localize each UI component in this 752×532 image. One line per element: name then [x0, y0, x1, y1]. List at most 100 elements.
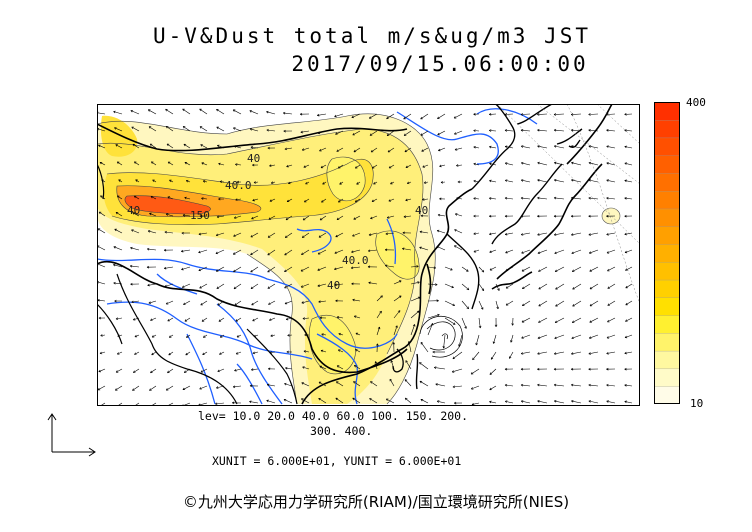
wind-vector [454, 130, 463, 135]
wind-vector-head [115, 370, 119, 373]
wind-vector-head [370, 216, 373, 220]
wind-vector-head [303, 350, 306, 353]
wind-vector [473, 198, 480, 200]
wind-vector-head [99, 351, 103, 355]
wind-vector-head [520, 196, 524, 200]
wind-vector-head [320, 349, 324, 353]
colorbar-band [654, 190, 680, 210]
wind-vector-head [305, 181, 308, 185]
wind-vector [473, 249, 480, 253]
wind-vector-head [606, 336, 610, 339]
wind-vector-head [504, 162, 508, 165]
wind-vector-head [521, 320, 525, 323]
wind-vector-head [148, 301, 152, 304]
wind-vector [167, 196, 174, 200]
wind-vector-head [417, 296, 421, 300]
wind-vector [252, 198, 259, 201]
wind-vector-head [317, 252, 321, 255]
wind-vector-head [489, 197, 492, 200]
wind-vector-head [537, 128, 540, 132]
wind-vector [132, 385, 140, 391]
wind-vector [200, 368, 208, 373]
wind-vector-head [146, 265, 150, 269]
wind-vector-head [376, 343, 379, 346]
wind-vector-head [319, 365, 323, 369]
wind-vector-head [284, 301, 288, 305]
wind-vector-head [200, 370, 204, 373]
wind-vector [471, 402, 480, 405]
wind-vector [537, 179, 548, 183]
wind-vector-head [198, 250, 201, 254]
wind-vector [215, 249, 225, 254]
contour-label: 40 [415, 204, 428, 217]
wind-vector [571, 232, 582, 236]
wind-vector-head [167, 318, 170, 322]
wind-vector-head [215, 251, 219, 255]
wind-vector-head [571, 269, 575, 272]
colorbar-band [654, 368, 680, 387]
wind-vector-head [588, 145, 591, 148]
wind-vector-head [181, 267, 184, 271]
wind-vector-head [403, 116, 406, 120]
wind-vector [169, 179, 174, 183]
wind-vector-head [249, 110, 252, 113]
wind-vector [355, 349, 361, 353]
colorbar-band [654, 315, 680, 334]
wind-vector [251, 215, 259, 220]
wind-vector-head [100, 334, 103, 337]
wind-vector-head [370, 381, 373, 384]
wind-vector-head [118, 179, 121, 182]
wind-vector [571, 197, 582, 200]
wind-vector-head [420, 342, 424, 345]
wind-vector [253, 181, 259, 183]
wind-vector [319, 215, 327, 221]
wind-vector [405, 360, 412, 370]
wind-vector [148, 126, 157, 132]
typhoon-circulation [419, 316, 463, 358]
wind-vector-head [201, 197, 204, 200]
wind-vector [151, 161, 157, 166]
wind-vector [606, 249, 616, 254]
wind-vector [203, 180, 208, 183]
wind-vector-head [288, 181, 291, 185]
wind-vector [338, 164, 344, 169]
wind-vector-head [184, 162, 188, 165]
colorbar-band [654, 119, 680, 139]
wind-vector [422, 164, 429, 168]
wind-vector [456, 197, 463, 200]
wind-vector-head [337, 165, 341, 169]
wind-vector [113, 264, 123, 268]
wind-vector [489, 401, 497, 404]
wind-vector-head [266, 110, 269, 114]
wind-vector-head [367, 265, 371, 269]
wind-vector [437, 230, 446, 234]
wind-vector [182, 108, 191, 115]
wind-vector [538, 283, 548, 290]
wind-vector [301, 249, 310, 255]
wind-vector [522, 283, 531, 289]
wind-vector [335, 232, 344, 238]
wind-vector-head [352, 234, 355, 237]
wind-vector-head [505, 303, 509, 306]
wind-vector-head [368, 249, 371, 253]
wind-vector [284, 266, 293, 272]
wind-vector-head [200, 144, 203, 147]
wind-vector [489, 197, 497, 200]
wind-vector [302, 232, 310, 238]
wind-vector [453, 113, 463, 119]
wind-vector-head [352, 397, 355, 401]
wind-vector [554, 351, 565, 355]
wind-vector [167, 368, 174, 374]
wind-vector [201, 317, 208, 322]
wind-vector [267, 384, 276, 387]
wind-vector-head [338, 332, 341, 336]
wind-vector-head [571, 383, 574, 387]
wind-vector [454, 147, 463, 151]
wind-vector [443, 334, 446, 349]
wind-vector [489, 385, 497, 391]
wind-vector-head [436, 299, 439, 303]
wind-vector-head [504, 196, 508, 200]
wind-vector-head [267, 146, 270, 150]
wind-vector-head [606, 145, 609, 148]
wind-vector [505, 300, 514, 306]
